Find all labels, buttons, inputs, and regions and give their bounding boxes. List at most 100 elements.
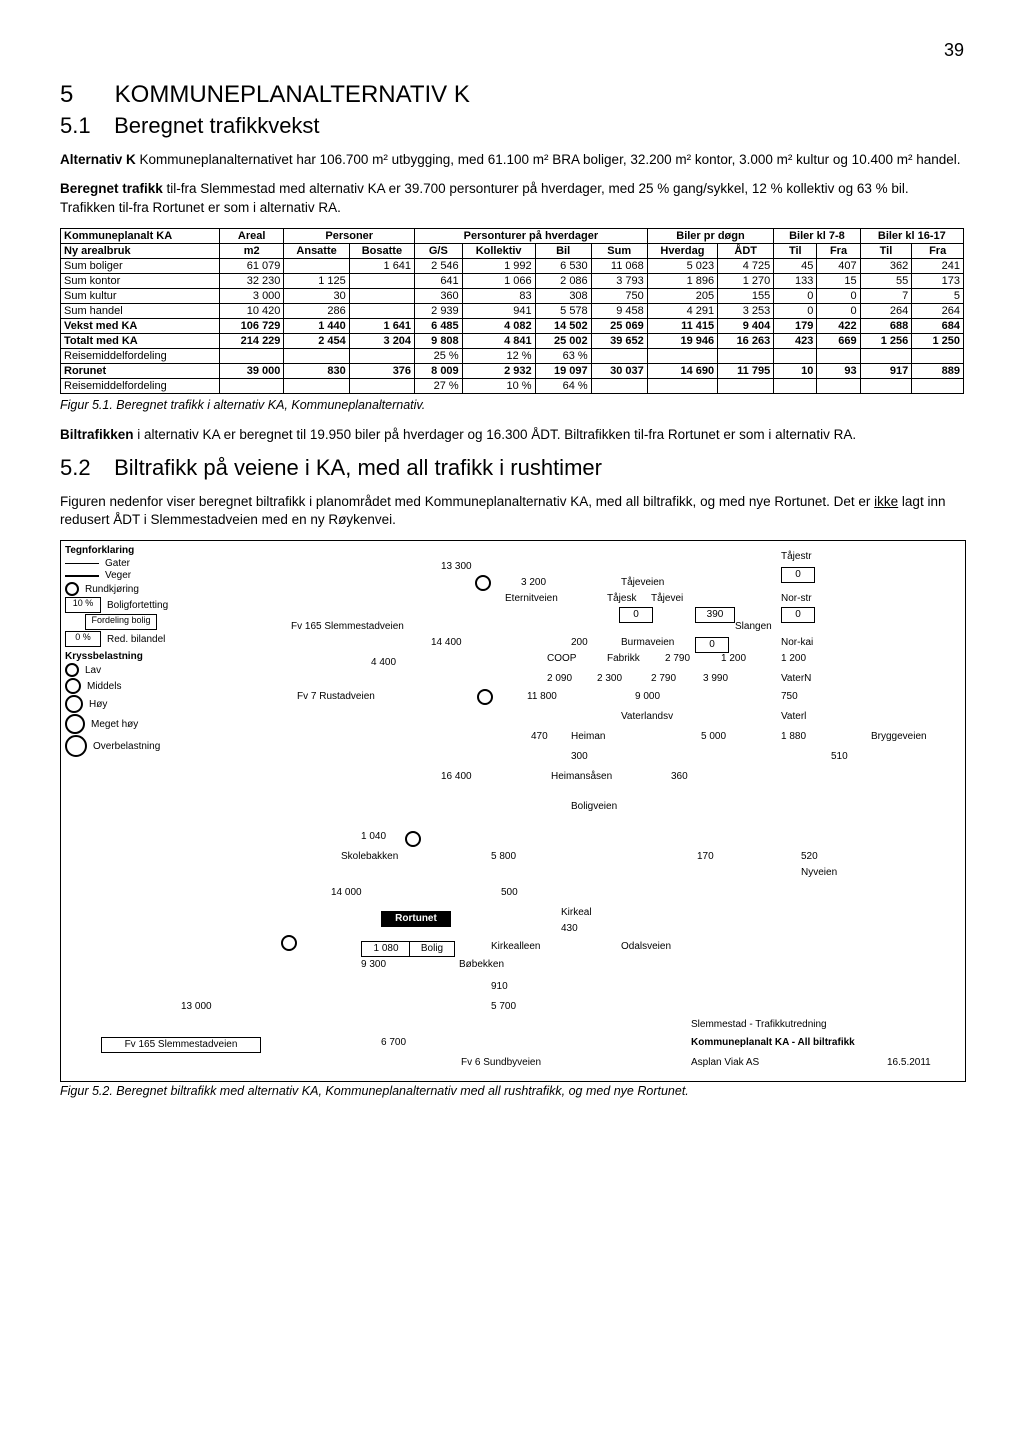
diagram-label: Slangen xyxy=(735,621,772,632)
h1-title: KOMMUNEPLANALTERNATIV K xyxy=(115,81,470,108)
p3-bold: Biltrafikken xyxy=(60,427,134,442)
diagram-label: 2 090 xyxy=(547,673,572,684)
p4: Figuren nedenfor viser beregnet biltrafi… xyxy=(60,493,964,531)
diagram-label: Burmaveien xyxy=(621,637,674,648)
diagram-node: 390 xyxy=(695,607,735,623)
diagram-label: Skolebakken xyxy=(341,851,398,862)
diagram-label: 470 xyxy=(531,731,548,742)
diagram-label: 2 790 xyxy=(651,673,676,684)
diagram-label: 1 080 xyxy=(361,941,411,957)
diagram-label: 9 300 xyxy=(361,959,386,970)
roundabout-icon xyxy=(281,935,297,951)
diagram-label: Boligveien xyxy=(571,801,617,812)
diagram-label: Fv 7 Rustadveien xyxy=(297,691,375,702)
diagram-label: 500 xyxy=(501,887,518,898)
diagram-label: 13 300 xyxy=(441,561,472,572)
p3-rest: i alternativ KA er beregnet til 19.950 b… xyxy=(134,427,857,442)
diagram-label: Tåjeveien xyxy=(621,577,664,588)
diagram-label: 5 800 xyxy=(491,851,516,862)
diagram-label: Tåjevei xyxy=(651,593,683,604)
diagram-label: Kirkeal xyxy=(561,907,592,918)
diagram-label: 16.5.2011 xyxy=(887,1057,931,1068)
page-number: 39 xyxy=(60,40,964,61)
diagram-label: 14 000 xyxy=(331,887,362,898)
roundabout-icon xyxy=(475,575,491,591)
diagram-label: Heiman xyxy=(571,731,605,742)
legend-title: Tegnforklaring xyxy=(65,545,215,556)
diagram-label: 3 990 xyxy=(703,673,728,684)
diagram-label: Fv 165 Slemmestadveien xyxy=(101,1037,261,1053)
diagram-label: 11 800 xyxy=(527,691,557,702)
diagram-label: 13 000 xyxy=(181,1001,212,1012)
intro-rest: Kommuneplanalternativet har 106.700 m² u… xyxy=(136,152,961,167)
intro-paragraph: Alternativ K Kommuneplanalternativet har… xyxy=(60,151,964,170)
legend-level: Overbelastning xyxy=(93,741,160,752)
diagram-label: Vaterl xyxy=(781,711,806,722)
diagram-label: Bolig xyxy=(409,941,455,957)
diagram-label: Fv 165 Slemmestadveien xyxy=(291,621,404,632)
p2-bold: Beregnet trafikk xyxy=(60,181,163,196)
diagram-label: Kommuneplanalt KA - All biltrafikk xyxy=(691,1037,855,1048)
h2a-num: 5.1 xyxy=(60,113,108,139)
diagram-node: 0 xyxy=(781,607,815,623)
diagram-label: 750 xyxy=(781,691,798,702)
legend: Tegnforklaring Gater Veger Rundkjøring 1… xyxy=(65,545,215,758)
diagram-label: 2 790 xyxy=(665,653,690,664)
diagram-label: VaterN xyxy=(781,673,811,684)
traffic-diagram: Tegnforklaring Gater Veger Rundkjøring 1… xyxy=(60,540,966,1082)
legend-veger: Veger xyxy=(105,570,131,581)
diagram-label: Fv 6 Sundbyveien xyxy=(461,1057,541,1068)
h2-b: 5.2 Biltrafikk på veiene i KA, med all t… xyxy=(60,455,964,481)
p2: Beregnet trafikk til-fra Slemmestad med … xyxy=(60,180,964,218)
diagram-label: 9 000 xyxy=(635,691,660,702)
diagram-node: 0 xyxy=(781,567,815,583)
diagram-label: 910 xyxy=(491,981,508,992)
h2-a: 5.1 Beregnet trafikkvekst xyxy=(60,113,964,139)
diagram-label: 170 xyxy=(697,851,714,862)
diagram-label: Kirkealleen xyxy=(491,941,540,952)
diagram-label: Rortunet xyxy=(381,911,451,927)
diagram-label: Odalsveien xyxy=(621,941,671,952)
diagram-label: 300 xyxy=(571,751,588,762)
intro-bold: Alternativ K xyxy=(60,152,136,167)
legend-red-val: 0 % xyxy=(65,631,101,647)
diagram-label: Eternitveien xyxy=(505,593,558,604)
legend-kryss-title: Kryssbelastning xyxy=(65,651,215,662)
fig52-caption: Figur 5.2. Beregnet biltrafikk med alter… xyxy=(60,1084,964,1098)
h1: 5 KOMMUNEPLANALTERNATIV K xyxy=(60,81,964,109)
diagram-label: 200 xyxy=(571,637,588,648)
diagram-label: 1 200 xyxy=(781,653,806,664)
legend-red-lbl: Red. bilandel xyxy=(107,634,165,645)
diagram-node: 0 xyxy=(695,637,729,653)
legend-level: Lav xyxy=(85,665,101,676)
diagram-label: Asplan Viak AS xyxy=(691,1057,759,1068)
diagram-label: 16 400 xyxy=(441,771,472,782)
diagram-label: 1 040 xyxy=(361,831,386,842)
h1-num: 5 xyxy=(60,81,108,109)
p4-u: ikke xyxy=(874,494,898,509)
diagram-label: 5 700 xyxy=(491,1001,516,1012)
diagram-label: Vaterlandsv xyxy=(621,711,673,722)
legend-level: Middels xyxy=(87,681,121,692)
diagram-label: Bryggeveien xyxy=(871,731,927,742)
p4-start: Figuren nedenfor viser beregnet biltrafi… xyxy=(60,494,874,509)
legend-rund: Rundkjøring xyxy=(85,584,139,595)
diagram-label: 360 xyxy=(671,771,688,782)
diagram-label: 5 000 xyxy=(701,731,726,742)
legend-level: Høy xyxy=(89,699,107,710)
legend-bolig-val: 10 % xyxy=(65,597,101,613)
diagram-label: Nyveien xyxy=(801,867,837,878)
diagram-label: 2 300 xyxy=(597,673,622,684)
h2b-num: 5.2 xyxy=(60,455,108,481)
legend-fordeling: Fordeling bolig xyxy=(85,614,157,630)
diagram-label: Nor-kai xyxy=(781,637,813,648)
diagram-label: Nor-str xyxy=(781,593,812,604)
diagram-label: 3 200 xyxy=(521,577,546,588)
diagram-label: 510 xyxy=(831,751,848,762)
diagram-node: 0 xyxy=(619,607,653,623)
diagram-label: 520 xyxy=(801,851,818,862)
p2-rest: til-fra Slemmestad med alternativ KA er … xyxy=(60,181,909,215)
diagram-label: Bøbekken xyxy=(459,959,504,970)
diagram-label: COOP xyxy=(547,653,576,664)
diagram-label: 4 400 xyxy=(371,657,396,668)
